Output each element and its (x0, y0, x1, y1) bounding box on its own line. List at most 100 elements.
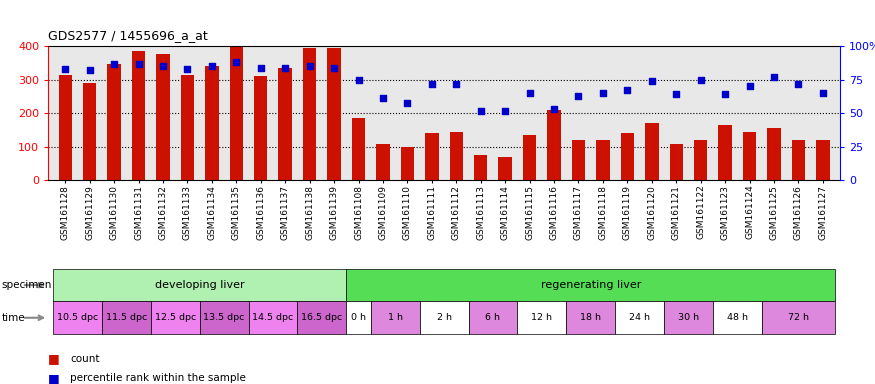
Bar (548, 110, 561, 180)
Point (473, 108, 487, 114)
Text: 1 h: 1 h (388, 313, 402, 322)
Text: 48 h: 48 h (727, 313, 748, 322)
Point (180, 66, 194, 72)
Point (547, 106, 561, 112)
Bar (254, 76, 268, 180)
Point (254, 65, 268, 71)
Point (522, 90, 536, 96)
Text: GDS2577 / 1455696_a_at: GDS2577 / 1455696_a_at (48, 29, 208, 42)
Bar (83, 83, 96, 180)
Text: 10.5 dpc: 10.5 dpc (57, 313, 98, 322)
Bar (346, 269, 835, 301)
Text: 6 h: 6 h (486, 313, 500, 322)
Bar (376, 144, 389, 180)
Text: developing liver: developing liver (155, 280, 244, 290)
Point (59, 66, 73, 72)
Text: ■: ■ (48, 353, 60, 366)
Point (327, 65, 341, 71)
Point (229, 59, 243, 65)
Point (498, 108, 512, 114)
Bar (425, 134, 438, 180)
Bar (102, 301, 150, 334)
Point (449, 81, 463, 87)
Bar (767, 128, 780, 180)
Point (792, 81, 806, 87)
Bar (762, 301, 835, 334)
Text: 30 h: 30 h (678, 313, 699, 322)
Bar (205, 66, 219, 180)
Text: percentile rank within the sample: percentile rank within the sample (70, 373, 246, 383)
Bar (450, 132, 463, 180)
Bar (694, 140, 707, 180)
Bar (420, 301, 468, 334)
Bar (517, 301, 566, 334)
Bar (664, 301, 713, 334)
Bar (645, 123, 659, 180)
Point (352, 76, 366, 83)
Bar (401, 147, 414, 180)
Point (767, 74, 781, 80)
Bar (132, 51, 145, 180)
Bar (53, 301, 102, 334)
Point (694, 76, 708, 83)
Point (669, 91, 683, 98)
Bar (669, 144, 683, 180)
Bar (371, 301, 420, 334)
Text: 16.5 dpc: 16.5 dpc (301, 313, 342, 322)
Bar (150, 301, 200, 334)
Bar (474, 155, 487, 180)
Bar (181, 74, 194, 180)
Text: 12 h: 12 h (531, 313, 552, 322)
Bar (303, 48, 317, 180)
Point (278, 65, 292, 71)
Bar (248, 301, 298, 334)
Bar (108, 64, 121, 180)
Text: regenerating liver: regenerating liver (541, 280, 640, 290)
Bar (620, 134, 634, 180)
Bar (298, 301, 346, 334)
Text: count: count (70, 354, 100, 364)
Bar (200, 301, 248, 334)
Bar (523, 135, 536, 180)
Text: ■: ■ (48, 372, 60, 384)
Bar (816, 140, 829, 180)
Bar (327, 48, 340, 180)
Text: 14.5 dpc: 14.5 dpc (252, 313, 294, 322)
Text: 18 h: 18 h (580, 313, 601, 322)
Bar (718, 125, 732, 180)
Bar (792, 140, 805, 180)
Point (131, 60, 145, 67)
Text: 11.5 dpc: 11.5 dpc (106, 313, 147, 322)
Bar (713, 301, 762, 334)
Point (816, 90, 829, 96)
Bar (743, 132, 756, 180)
Bar (346, 301, 371, 334)
Bar (53, 269, 346, 301)
Bar (59, 74, 72, 180)
Text: 24 h: 24 h (629, 313, 650, 322)
Bar (566, 301, 615, 334)
Point (376, 95, 390, 101)
Bar (468, 301, 517, 334)
Point (107, 60, 121, 67)
Text: time: time (2, 313, 25, 323)
Bar (157, 55, 170, 180)
Text: 12.5 dpc: 12.5 dpc (155, 313, 196, 322)
Bar (596, 140, 610, 180)
Point (620, 88, 634, 94)
Point (571, 93, 585, 99)
Bar (229, 46, 243, 180)
Bar (352, 118, 365, 180)
Text: 0 h: 0 h (351, 313, 366, 322)
Bar (571, 140, 585, 180)
Bar (615, 301, 664, 334)
Point (303, 63, 317, 70)
Text: 72 h: 72 h (788, 313, 809, 322)
Point (425, 81, 439, 87)
Point (82, 67, 96, 73)
Text: 13.5 dpc: 13.5 dpc (203, 313, 245, 322)
Point (156, 63, 170, 70)
Point (718, 91, 732, 98)
Text: specimen: specimen (2, 280, 52, 290)
Point (743, 83, 757, 89)
